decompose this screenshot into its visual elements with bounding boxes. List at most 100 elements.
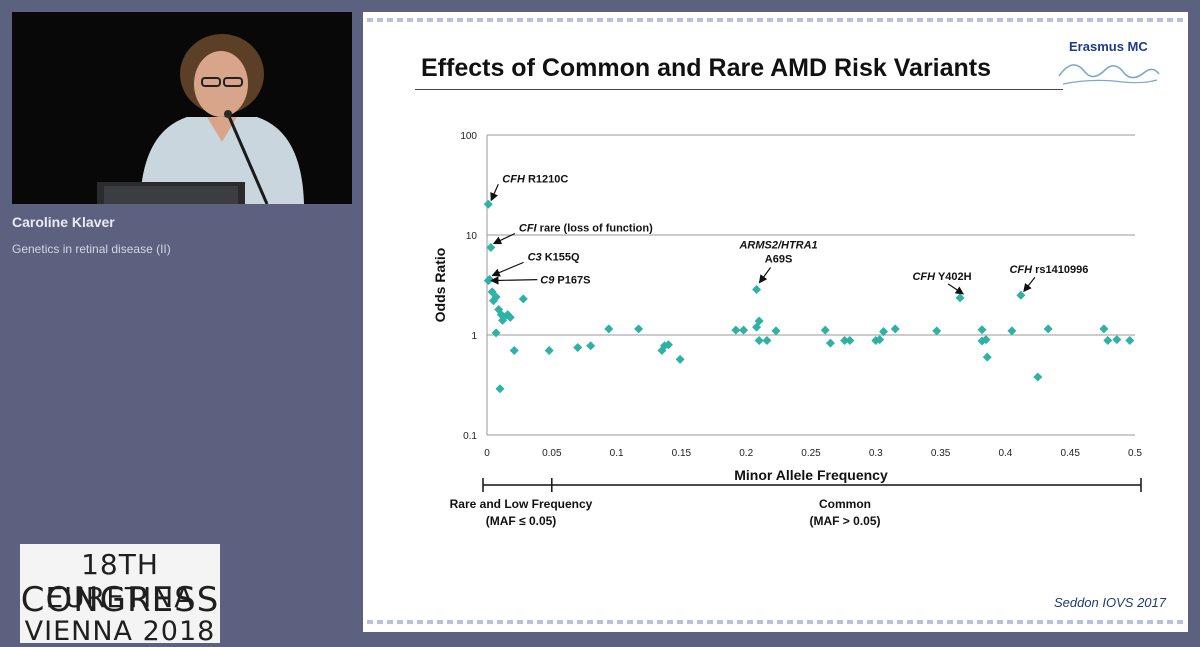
y-tick-label: 0.1: [463, 431, 477, 442]
bracket-right-sublabel: (MAF > 0.05): [809, 514, 880, 528]
data-point: [890, 324, 900, 334]
data-point: [1125, 336, 1135, 346]
scatter-chart: 0.1 1 10 100 0 0.05 0.1 0.15 0.2 0.25 0.3 0.35 0.4 0.…: [432, 131, 1142, 528]
data-point: [879, 327, 889, 337]
annotation-label: CFH R1210C: [502, 173, 568, 185]
x-tick-label: 0.35: [931, 448, 951, 459]
x-tick-label: 0.4: [998, 448, 1012, 459]
data-point: [731, 325, 741, 335]
annotation-variant: rare (loss of function): [540, 222, 653, 234]
annotation-variant: A69S: [765, 254, 793, 266]
data-point: [1007, 326, 1017, 336]
annotation-label: C9 P167S: [540, 275, 590, 287]
annotation-gene: C9: [540, 275, 555, 287]
presentation-slide: Effects of Common and Rare AMD Risk Vari…: [363, 12, 1188, 632]
y-tick-label: 10: [466, 231, 478, 242]
data-point: [739, 325, 749, 335]
x-tick-label: 0.1: [610, 448, 624, 459]
session-title: Genetics in retinal disease (II): [12, 242, 171, 256]
data-point: [771, 326, 781, 336]
annotation-arrow: [492, 232, 516, 245]
x-tick-label: 0.5: [1128, 448, 1142, 459]
data-point: [491, 328, 501, 338]
x-tick-label: 0.3: [869, 448, 883, 459]
data-point: [498, 315, 508, 325]
x-tick-label: 0: [484, 448, 490, 459]
annotation-arrow: [758, 267, 772, 284]
data-point: [486, 242, 496, 252]
data-point: [754, 336, 764, 346]
annotation-label: CFH rs1410996: [1009, 264, 1088, 276]
annotation-gene: ARMS2/HTRA1: [738, 240, 817, 252]
annotation-gene: CFI: [519, 222, 538, 234]
citation: Seddon IOVS 2017: [1053, 595, 1166, 610]
x-axis-title: Minor Allele Frequency: [734, 467, 888, 483]
annotation-variant: rs1410996: [1035, 264, 1088, 276]
annotation-label: C3 K155Q: [528, 251, 580, 263]
speaker-figure: [12, 12, 352, 204]
annotation-variant: P167S: [557, 275, 590, 287]
y-axis-title: Odds Ratio: [432, 248, 448, 323]
data-point: [1016, 290, 1026, 300]
y-tick-label: 100: [460, 131, 477, 142]
annotation-gene: C3: [528, 251, 542, 263]
data-point: [1103, 336, 1113, 346]
annotation-arrow: [947, 283, 965, 295]
title-underline: [415, 89, 1063, 90]
data-point: [544, 345, 554, 355]
data-point: [488, 296, 498, 306]
bracket-right-label: Common: [819, 497, 871, 511]
annotation-arrow: [490, 184, 499, 202]
data-point: [840, 336, 850, 346]
erasmus-signature-icon: [1058, 64, 1160, 85]
annotation-arrow: [490, 276, 538, 285]
data-point: [483, 199, 493, 209]
annotation-variant: R1210C: [528, 173, 568, 185]
annotation-arrow: [491, 261, 524, 277]
data-point: [509, 345, 519, 355]
y-tick-label: 1: [471, 331, 477, 342]
data-point: [518, 294, 528, 304]
annotation-gene: CFH: [502, 173, 526, 185]
x-tick-label: 0.25: [801, 448, 821, 459]
logo-line-1: 18TH EURETINA: [20, 548, 220, 614]
data-point: [981, 335, 991, 345]
x-tick-label: 0.05: [542, 448, 562, 459]
annotation-arrow: [1023, 276, 1036, 293]
data-point: [487, 287, 497, 297]
data-point: [495, 384, 505, 394]
annotation-label: CFH Y402H: [912, 271, 971, 283]
data-point: [825, 338, 835, 348]
slide-top-border: [367, 18, 1184, 22]
data-point: [675, 354, 685, 364]
slide-bottom-border: [367, 620, 1184, 624]
data-point: [505, 312, 515, 322]
x-tick-label: 0.2: [739, 448, 753, 459]
data-point: [663, 340, 673, 350]
annotation-variant: Y402H: [938, 271, 972, 283]
data-point: [573, 342, 583, 352]
data-point: [977, 325, 987, 335]
euretina-logo: 18TH EURETINA CONGRESS VIENNA 2018: [20, 544, 220, 647]
annotation-gene: CFH: [912, 271, 936, 283]
logo-edition: 18TH: [81, 548, 159, 581]
data-point: [1112, 335, 1122, 345]
slide-title: Effects of Common and Rare AMD Risk Vari…: [421, 54, 992, 82]
data-point: [1043, 324, 1053, 334]
data-point: [875, 335, 885, 345]
erasmus-logo-text: Erasmus MC: [1069, 39, 1148, 54]
x-tick-label: 0.45: [1060, 448, 1080, 459]
logo-line-3: VIENNA 2018: [24, 616, 216, 647]
data-point: [634, 324, 644, 334]
data-point: [1033, 372, 1043, 382]
data-point: [754, 316, 764, 326]
logo-line-2: CONGRESS: [20, 580, 220, 620]
data-point: [932, 326, 942, 336]
data-point: [982, 352, 992, 362]
speaker-name: Caroline Klaver: [12, 214, 115, 230]
annotation-variant: K155Q: [545, 251, 580, 263]
data-point: [586, 341, 596, 351]
data-point: [752, 285, 762, 295]
annotation-label: CFI rare (loss of function): [519, 222, 653, 234]
x-tick-label: 0.15: [672, 448, 692, 459]
